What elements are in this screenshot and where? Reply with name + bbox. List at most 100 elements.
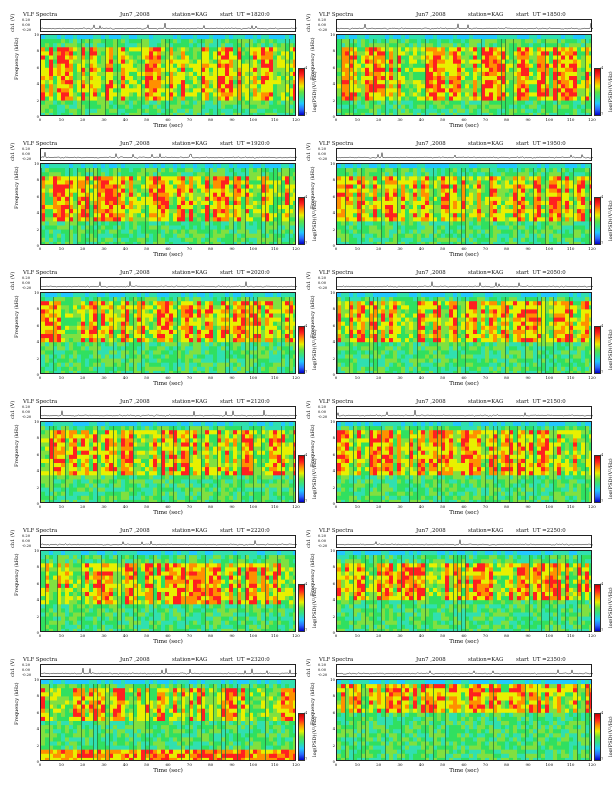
spectrogram-cell — [189, 172, 194, 177]
spectrogram-cell — [441, 80, 446, 85]
spectrogram-cell — [97, 108, 102, 114]
spectrogram-cell — [469, 200, 474, 206]
spectrogram-cell — [65, 168, 70, 173]
spectrogram-cell — [165, 205, 170, 210]
spectrogram-cell — [545, 88, 550, 93]
spectrogram-cell — [421, 80, 426, 85]
spectrogram-cell — [489, 59, 494, 64]
spectrogram-cell — [237, 76, 242, 81]
spectrogram-cell — [197, 63, 202, 69]
spectrogram-cell — [349, 71, 354, 77]
spectrogram-cell — [405, 96, 410, 101]
spectrogram-cell — [337, 112, 342, 115]
spectrogram-cell — [145, 200, 150, 206]
spectrogram-cell — [481, 59, 486, 64]
spectrogram-cell — [269, 196, 274, 202]
spectrogram-cell — [209, 39, 214, 44]
spectrogram-cell — [237, 104, 242, 110]
spectrogram-cell — [453, 59, 458, 64]
spectrogram-cell — [513, 80, 518, 85]
spectrogram-cell — [149, 172, 154, 177]
spectrogram-cell — [373, 55, 378, 60]
spectrogram-cell — [337, 229, 342, 234]
colorbar-label: log(PSD)(V²/Hz) — [608, 71, 612, 112]
spectrogram-cell — [213, 237, 218, 243]
spectrogram-cell — [229, 43, 234, 48]
spectrogram-cell — [401, 205, 406, 210]
spectrogram-cell — [393, 55, 398, 60]
spectrogram-cell — [165, 88, 170, 93]
spectrogram-cell — [101, 92, 106, 97]
spectrogram-cell — [481, 168, 486, 173]
spectrogram-cell — [137, 168, 142, 173]
spectrogram-cell — [409, 217, 414, 222]
spectrogram-cell — [189, 59, 194, 64]
spectrogram-cell — [77, 104, 82, 110]
spectrogram-cell — [249, 221, 254, 226]
spectrogram-cell — [497, 205, 502, 210]
spectrogram-cell — [57, 92, 62, 97]
spectrogram-cell — [357, 237, 362, 243]
spectrogram-cell — [513, 164, 518, 169]
spectrogram-cell — [201, 63, 206, 69]
spectrogram-cell — [189, 76, 194, 81]
spectrogram-cell — [133, 108, 138, 114]
spectrogram-cell — [229, 176, 234, 181]
spectrogram-cell — [577, 43, 582, 48]
spectrogram-cell — [361, 209, 366, 214]
spectrogram-cell — [289, 51, 294, 56]
spectrogram-cell — [549, 63, 554, 69]
spectrogram-cell — [273, 241, 278, 244]
spectrogram-cell — [273, 80, 278, 85]
spectrogram-cell — [181, 205, 186, 210]
spectrogram-cell — [105, 209, 110, 214]
spectrogram-cell — [461, 104, 466, 110]
spectrogram-cell — [97, 96, 102, 101]
spectrogram-cell — [161, 200, 166, 206]
spectrogram-cell — [153, 196, 158, 202]
spectrogram-cell — [185, 63, 190, 69]
spectrogram-cell — [269, 172, 274, 177]
spectrogram-cell — [269, 241, 274, 244]
spectrogram-cell — [133, 88, 138, 93]
spectrogram-cell — [461, 76, 466, 81]
spectrogram-cell — [397, 71, 402, 77]
spectrogram-cell — [449, 241, 454, 244]
spectrogram-cell — [181, 209, 186, 214]
panel-date: Jun7 ,2008 — [120, 12, 150, 18]
spectrogram-cell — [381, 237, 386, 243]
spectrogram-cell — [493, 80, 498, 85]
spectrogram-cell — [125, 67, 130, 73]
spectrogram-cell — [129, 205, 134, 210]
spectrogram-cell — [85, 241, 90, 244]
spectrogram-cell — [149, 233, 154, 239]
spectrogram-cell — [437, 205, 442, 210]
spectrogram-cell — [461, 200, 466, 206]
spectrogram-cell — [277, 200, 282, 206]
spectrogram-cell — [257, 96, 262, 101]
spectrogram-cell — [209, 63, 214, 69]
spectrogram-cell — [221, 200, 226, 206]
spectrogram-cell — [417, 241, 422, 244]
spectrogram-cell — [569, 96, 574, 101]
spectrogram-cell — [549, 88, 554, 93]
spectrogram-cell — [409, 63, 414, 69]
spectrogram-cell — [105, 196, 110, 202]
spectrogram-cell — [405, 180, 410, 185]
spectrogram-cell — [557, 104, 562, 110]
spectrogram-cell — [61, 217, 66, 222]
spectrogram-cell — [217, 84, 222, 89]
spectrogram-cell — [477, 35, 482, 40]
spectrogram-cell — [81, 176, 86, 181]
spectrogram-cell — [413, 104, 418, 110]
spectrogram-cell — [361, 217, 366, 222]
spectrogram-cell — [81, 92, 86, 97]
spectrogram-cell — [117, 108, 122, 114]
spectrogram-cell — [505, 241, 510, 244]
spectrogram-cell — [357, 188, 362, 193]
spectrogram-cell — [237, 84, 242, 89]
spectrogram-cell — [497, 59, 502, 64]
spectrogram-cell — [177, 225, 182, 230]
spectrogram-cell — [413, 84, 418, 89]
spectrogram-cell — [513, 233, 518, 239]
